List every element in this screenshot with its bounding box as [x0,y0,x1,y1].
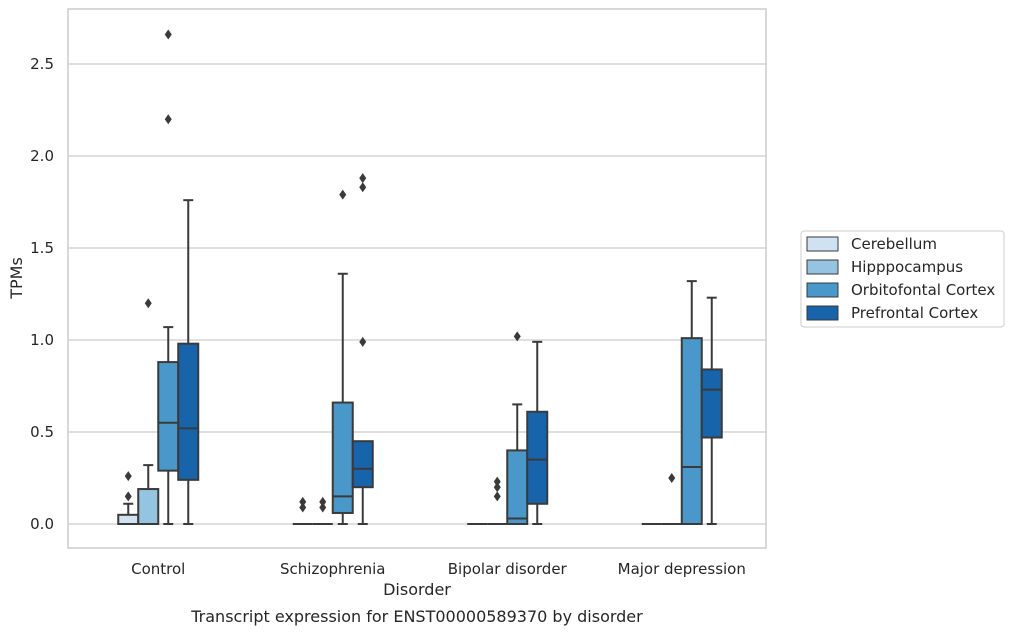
outlier-point [319,502,327,513]
x-tick-label: Major depression [618,560,746,578]
outlier-point [359,173,367,184]
box-prefrontal-cortex [526,340,549,525]
legend-label: Orbitofontal Cortex [851,281,995,299]
box-prefrontal-cortex [700,296,723,525]
x-tick-label: Control [131,560,185,578]
box-cerebellum [292,496,313,525]
outlier-point [493,482,501,493]
outlier-point [513,331,521,342]
box-hipppocampus [661,473,682,525]
outlier-point [164,29,172,40]
box-iqr [526,410,549,505]
legend-swatch [806,236,839,252]
x-tick-labels: Control Schizophrenia Bipolar disorder Majo… [131,560,746,578]
y-tick-label: 0.0 [30,515,54,533]
legend: Cerebellum Hipppocampus Orbitofontal Corte… [800,230,1005,328]
box-hipppocampus [487,476,508,525]
x-tick-label: Bipolar disorder [448,560,568,578]
box-iqr [506,449,529,525]
outlier-point [359,182,367,193]
legend-label: Cerebellum [851,235,937,253]
outlier-point [493,476,501,487]
x-tick-label: Schizophrenia [280,560,385,578]
box-prefrontal-cortex [177,199,200,525]
legend-swatch [806,282,839,298]
plot-marks [117,29,723,526]
box-hipppocampus [137,298,160,526]
outlier-point [144,298,152,309]
x-axis-title: Disorder [383,580,451,599]
outlier-point [319,496,327,507]
box-hipppocampus [312,496,333,525]
box-iqr [700,368,723,439]
y-tick-labels: 0.0 0.5 1.0 1.5 2.0 2.5 [30,55,54,533]
box-orbitofontal-cortex [506,331,529,525]
legend-frame [800,230,1005,328]
box-orbitofontal-cortex [157,29,180,525]
outlier-point [299,496,307,507]
y-tick-label: 2.0 [30,147,54,165]
legend-swatch [806,259,839,275]
outlier-point [493,491,501,502]
box-iqr [137,488,160,526]
outlier-point [124,491,132,502]
y-tick-label: 1.0 [30,331,54,349]
outlier-point [124,471,132,482]
box-iqr [157,361,180,472]
box-orbitofontal-cortex [331,189,354,525]
plot-frame [67,8,767,549]
outlier-point [299,502,307,513]
y-tick-label: 0.5 [30,423,54,441]
y-axis-title: TPMs [7,257,26,300]
box-iqr [177,342,200,481]
outlier-point [668,473,676,483]
outlier-point [339,189,347,200]
legend-label: Prefrontal Cortex [851,304,978,322]
y-tick-label: 2.5 [30,55,54,73]
box-cerebellum [117,471,140,525]
legend-swatch [806,305,839,321]
outlier-point [359,336,367,347]
box-iqr [117,513,140,525]
legend-label: Hipppocampus [851,258,963,276]
y-tick-label: 1.5 [30,239,54,257]
box-iqr [351,440,374,489]
box-prefrontal-cortex [351,173,374,525]
box-orbitofontal-cortex [680,280,703,525]
box-iqr [680,337,703,525]
outlier-point [164,114,172,125]
chart-caption: Transcript expression for ENST0000058937… [190,607,643,626]
